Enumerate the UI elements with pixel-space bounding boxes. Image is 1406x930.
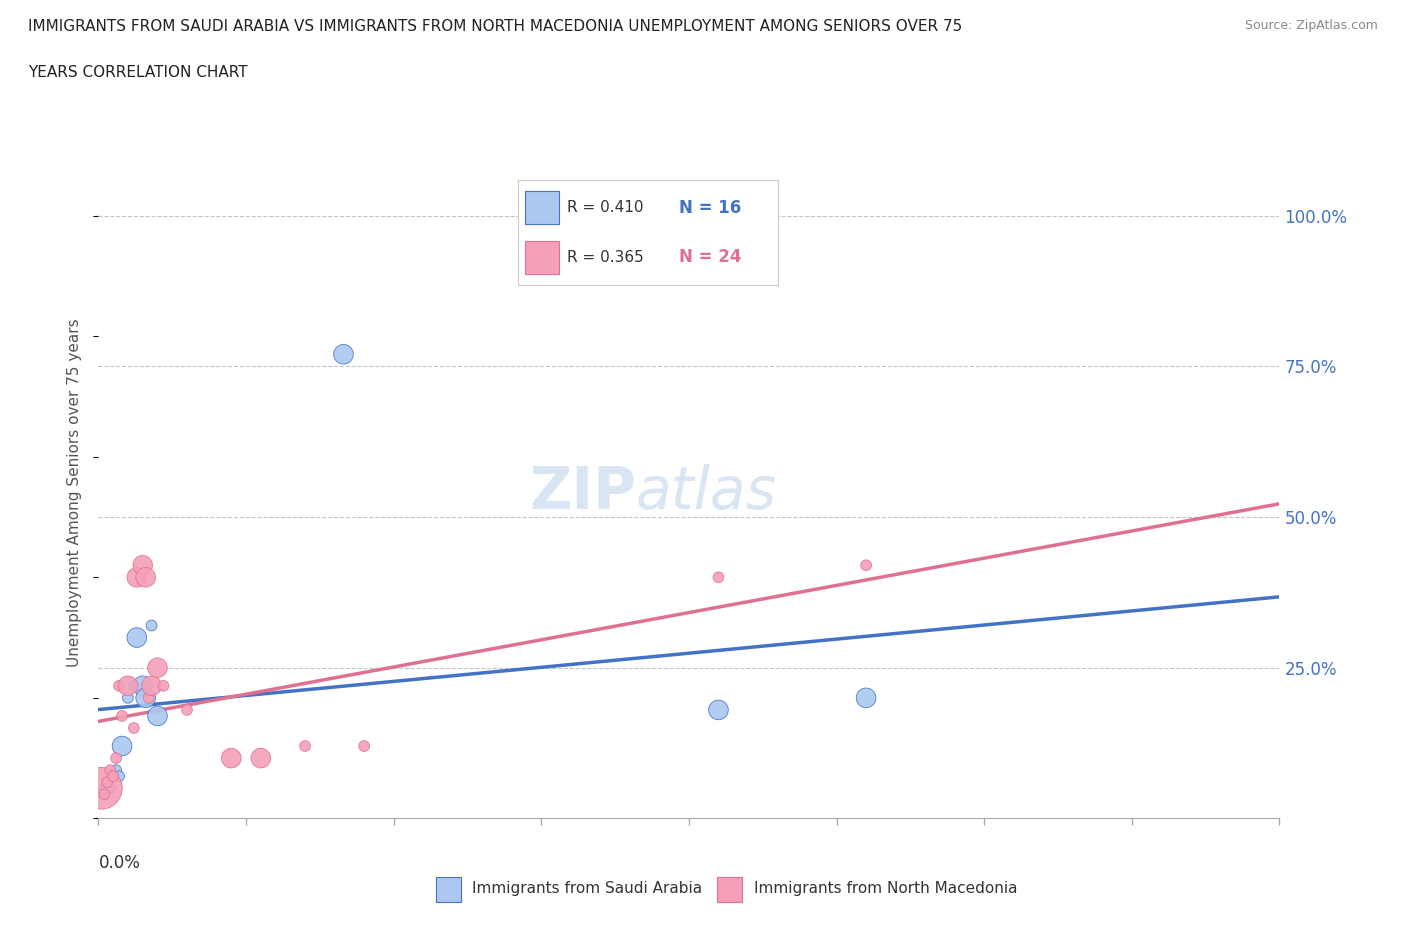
Point (111, 738, 134, 753)
Text: atlas: atlas (636, 464, 776, 522)
Point (353, 738, 375, 753)
Point (294, 738, 316, 753)
Point (125, 631, 148, 645)
Text: Immigrants from Saudi Arabia: Immigrants from Saudi Arabia (472, 882, 703, 897)
Point (108, 678, 131, 693)
Point (98, 781, 121, 796)
Point (146, 660, 169, 675)
Text: Source: ZipAtlas.com: Source: ZipAtlas.com (1244, 19, 1378, 32)
Point (332, 347, 354, 362)
Text: Immigrants from North Macedonia: Immigrants from North Macedonia (754, 882, 1017, 897)
Point (152, 678, 174, 693)
Point (132, 558, 155, 573)
Point (707, 702, 730, 717)
Text: IMMIGRANTS FROM SAUDI ARABIA VS IMMIGRANTS FROM NORTH MACEDONIA UNEMPLOYMENT AMO: IMMIGRANTS FROM SAUDI ARABIA VS IMMIGRAN… (28, 19, 962, 33)
Point (117, 690, 139, 705)
Text: ZIP: ZIP (529, 464, 636, 522)
Point (141, 678, 163, 693)
Point (125, 570, 148, 585)
Point (98, 763, 121, 777)
Text: 0.0%: 0.0% (98, 854, 141, 872)
Point (105, 751, 128, 765)
Point (111, 709, 134, 724)
Point (132, 678, 155, 693)
Text: R = 0.365: R = 0.365 (567, 250, 644, 265)
Point (122, 721, 145, 736)
Point (93, 787, 115, 802)
Text: YEARS CORRELATION CHART: YEARS CORRELATION CHART (28, 65, 247, 80)
Y-axis label: Unemployment Among Seniors over 75 years: Unemployment Among Seniors over 75 years (67, 319, 83, 667)
Text: N = 24: N = 24 (679, 248, 741, 267)
Point (221, 751, 243, 765)
Bar (526, 241, 560, 274)
Point (108, 769, 131, 784)
Point (103, 769, 125, 784)
Text: R = 0.410: R = 0.410 (567, 200, 644, 215)
Point (141, 618, 163, 633)
Point (96, 775, 118, 790)
Point (135, 690, 157, 705)
Point (855, 558, 877, 573)
Point (117, 678, 139, 693)
Point (250, 751, 273, 765)
Point (176, 702, 198, 717)
Bar (526, 191, 560, 224)
Point (135, 570, 157, 585)
Point (122, 678, 145, 693)
Point (90, 781, 112, 796)
Point (96, 775, 118, 790)
Point (93, 781, 115, 796)
Point (146, 709, 169, 724)
Point (707, 570, 730, 585)
Point (105, 763, 128, 777)
Text: N = 16: N = 16 (679, 198, 741, 217)
Point (855, 690, 877, 705)
Point (138, 690, 160, 705)
